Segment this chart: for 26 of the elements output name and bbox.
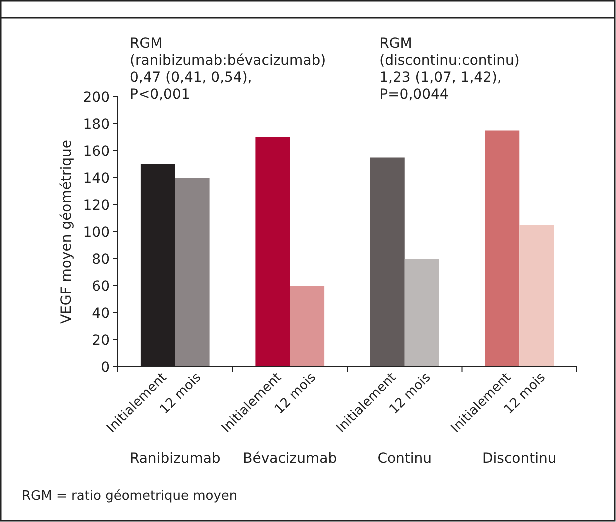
y-axis-title: VEGF moyen géométrique xyxy=(59,140,75,324)
y-tick-label: 140 xyxy=(83,170,110,187)
annotation: RGM (ranibizumab:bévacizumab) 0,47 (0,41, 0,54), P<0,001 xyxy=(130,36,326,103)
x-tick-label: Ranibizumab xyxy=(130,451,221,467)
y-tick-label: 60 xyxy=(92,278,110,295)
bar xyxy=(290,286,325,367)
annotation: RGM (discontinu:continu) 1,23 (1,07, 1,42), P=0,0044 xyxy=(380,36,520,103)
bar xyxy=(370,158,405,367)
y-tick-label: 180 xyxy=(83,116,110,133)
text: RGM = ratio géometrique moyen xyxy=(22,489,238,504)
y-tick-label: 20 xyxy=(92,332,110,349)
y-tick-label: 40 xyxy=(92,306,110,322)
bar xyxy=(256,138,290,367)
bar xyxy=(404,259,440,367)
y-tick-label: 120 xyxy=(83,198,110,214)
bar xyxy=(520,225,554,367)
bar xyxy=(485,130,520,367)
x-tick-label: Continu xyxy=(378,451,432,467)
x-tick-label: Bévacizumab xyxy=(243,451,338,467)
y-tick-label: 0 xyxy=(101,360,110,376)
y-tick-label: 200 xyxy=(83,90,110,106)
y-tick-label: 160 xyxy=(83,144,110,160)
y-tick-label: 100 xyxy=(83,224,110,241)
bar xyxy=(175,178,210,367)
x-tick-label: Discontinu xyxy=(482,451,557,467)
y-tick-label: 80 xyxy=(92,252,110,268)
